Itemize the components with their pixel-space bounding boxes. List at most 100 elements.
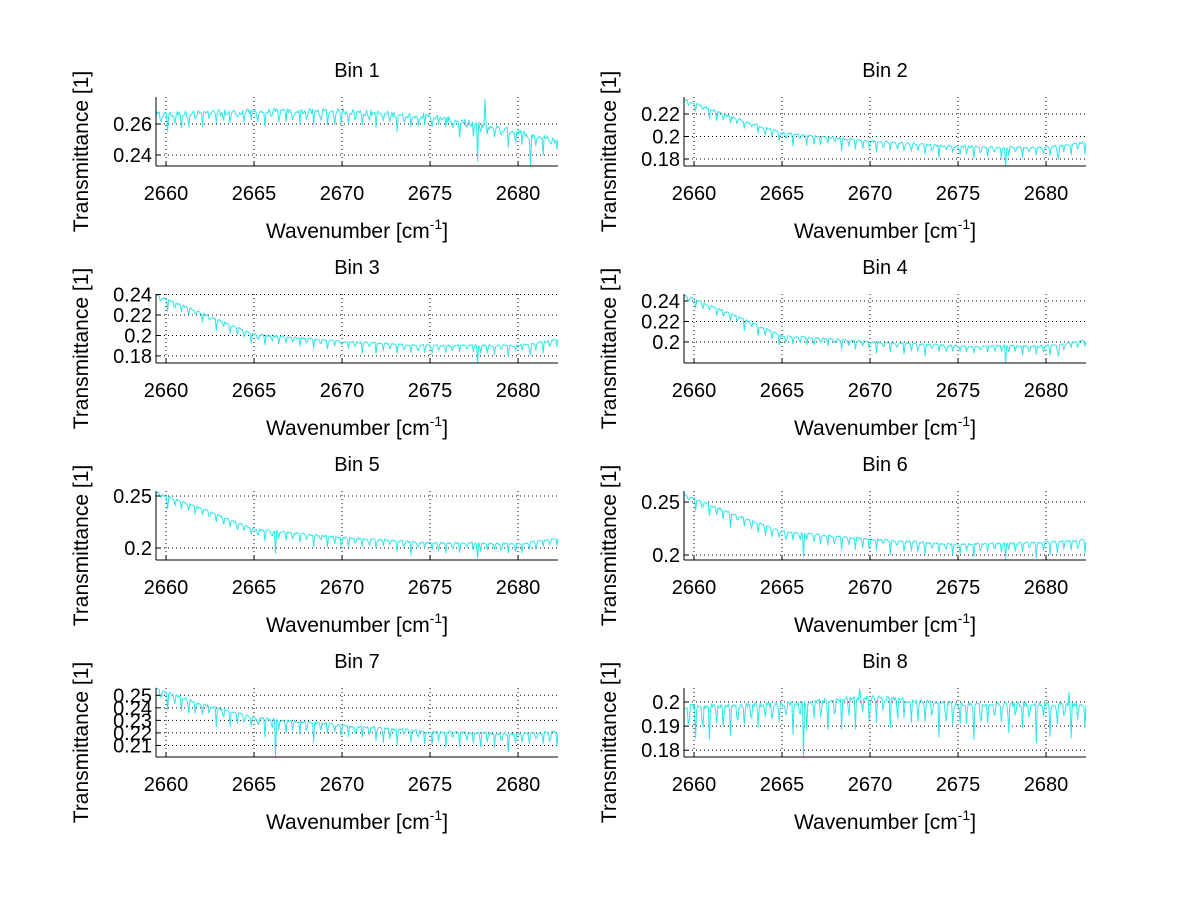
y-tick-label: 0.2 <box>652 127 680 149</box>
y-axis-label: Transmittance [1] <box>598 465 621 626</box>
x-tick-label: 2680 <box>1024 183 1069 205</box>
x-tick-label: 2680 <box>1024 774 1069 796</box>
x-axis-label: Wavenumber [cm-1] <box>266 216 448 243</box>
x-tick-label: 2670 <box>320 183 365 205</box>
y-tick-label: 0.19 <box>641 716 680 738</box>
x-tick-label: 2675 <box>936 577 981 599</box>
subplot-title: Bin 1 <box>334 60 380 82</box>
x-tick-label: 2660 <box>672 577 717 599</box>
x-tick-label: 2670 <box>320 577 365 599</box>
y-tick-label: 0.2 <box>652 332 680 354</box>
x-tick-label: 2670 <box>848 577 893 599</box>
x-axis-label: Wavenumber [cm-1] <box>266 610 448 637</box>
subplot-bin-3: 2660 2665 2670 2675 2680 0.180.20.220.24 Bin 3… <box>70 257 559 440</box>
x-tick-label: 2665 <box>232 380 277 402</box>
x-tick-label: 2675 <box>408 380 453 402</box>
x-tick-label: 2660 <box>144 774 189 796</box>
subplot-bin-6: 2660 2665 2670 2675 2680 0.2 0.25 Bin 6 Wavenumb… <box>598 454 1087 637</box>
subplot-title: Bin 6 <box>862 454 908 476</box>
y-tick-label: 0.24 <box>641 291 680 313</box>
y-tick-label: 0.26 <box>113 114 152 136</box>
subplot-title: Bin 8 <box>862 651 908 673</box>
y-tick-label: 0.2 <box>652 545 680 567</box>
x-tick-label: 2675 <box>936 774 981 796</box>
x-tick-label: 2660 <box>144 380 189 402</box>
subplot-bin-4: 2660 2665 2670 2675 2680 0.20.220.24 Bin 4 Wave… <box>598 257 1087 440</box>
x-tick-label: 2665 <box>760 577 805 599</box>
x-tick-label: 2675 <box>936 380 981 402</box>
x-tick-label: 2670 <box>320 380 365 402</box>
y-axis-label: Transmittance [1] <box>70 662 93 823</box>
y-tick-label: 0.2 <box>652 692 680 714</box>
x-tick-label: 2670 <box>320 774 365 796</box>
subplot-title: Bin 2 <box>862 60 908 82</box>
subplot-bin-5: 2660 2665 2670 2675 2680 0.2 0.25 Bin 5 Wavenumb… <box>70 454 559 637</box>
x-tick-label: 2660 <box>672 380 717 402</box>
y-tick-label: 0.22 <box>113 723 152 745</box>
series-line-bin-8 <box>683 688 1087 757</box>
subplot-bin-8: 2660 2665 2670 2675 2680 0.180.190.2 Bin 8 Wave… <box>598 651 1087 834</box>
x-tick-label: 2680 <box>496 380 541 402</box>
x-tick-label: 2665 <box>760 183 805 205</box>
x-tick-label: 2675 <box>936 183 981 205</box>
series-line-bin-4 <box>683 294 1087 363</box>
subplot-bin-1: 2660 2665 2670 2675 2680 0.24 0.26 Bin 1 Wavenum… <box>70 60 559 243</box>
x-axis-label: Wavenumber [cm-1] <box>266 413 448 440</box>
x-axis-label: Wavenumber [cm-1] <box>794 610 976 637</box>
y-tick-label: 0.21 <box>113 735 152 757</box>
y-tick-label: 0.18 <box>641 740 680 762</box>
x-axis-label: Wavenumber [cm-1] <box>794 413 976 440</box>
series-line-bin-6 <box>683 493 1087 560</box>
y-axis-label: Transmittance [1] <box>70 465 93 626</box>
y-tick-label: 0.24 <box>113 145 152 167</box>
y-tick-label: 0.24 <box>113 285 152 307</box>
series-line-bin-1 <box>155 98 559 167</box>
x-tick-label: 2670 <box>848 183 893 205</box>
subplot-title: Bin 4 <box>862 257 908 279</box>
x-tick-label: 2665 <box>232 774 277 796</box>
x-tick-label: 2680 <box>496 577 541 599</box>
x-tick-label: 2665 <box>232 183 277 205</box>
y-axis-label: Transmittance [1] <box>598 662 621 823</box>
x-tick-label: 2670 <box>848 774 893 796</box>
x-tick-label: 2675 <box>408 183 453 205</box>
x-tick-label: 2660 <box>144 577 189 599</box>
series-line-bin-2 <box>683 99 1087 167</box>
x-tick-label: 2670 <box>848 380 893 402</box>
y-axis-label: Transmittance [1] <box>70 268 93 429</box>
y-tick-label: 0.18 <box>113 346 152 368</box>
y-tick-label: 0.18 <box>641 149 680 171</box>
x-tick-label: 2680 <box>496 774 541 796</box>
x-tick-label: 2680 <box>1024 577 1069 599</box>
y-tick-label: 0.22 <box>641 311 680 333</box>
series-line-bin-7 <box>155 687 559 758</box>
x-axis-label: Wavenumber [cm-1] <box>794 807 976 834</box>
subplot-title: Bin 3 <box>334 257 380 279</box>
y-axis-label: Transmittance [1] <box>598 268 621 429</box>
x-tick-label: 2665 <box>232 577 277 599</box>
y-tick-label: 0.25 <box>113 685 152 707</box>
y-tick-label: 0.2 <box>124 325 152 347</box>
subplot-title: Bin 7 <box>334 651 380 673</box>
y-tick-label: 0.23 <box>113 710 152 732</box>
x-tick-label: 2660 <box>672 183 717 205</box>
y-tick-label: 0.22 <box>113 305 152 327</box>
subplot-bin-7: 2660 2665 2670 2675 2680 0.210.220.230.240.25… <box>70 651 559 834</box>
y-tick-label: 0.24 <box>113 698 152 720</box>
x-axis-label: Wavenumber [cm-1] <box>794 216 976 243</box>
x-tick-label: 2680 <box>496 183 541 205</box>
y-tick-label: 0.22 <box>641 104 680 126</box>
x-axis-label: Wavenumber [cm-1] <box>266 807 448 834</box>
x-tick-label: 2675 <box>408 774 453 796</box>
subplot-title: Bin 5 <box>334 454 380 476</box>
y-tick-label: 0.2 <box>124 538 152 560</box>
x-tick-label: 2660 <box>144 183 189 205</box>
x-tick-label: 2680 <box>1024 380 1069 402</box>
series-line-bin-3 <box>155 294 559 363</box>
subplot-bin-2: 2660 2665 2670 2675 2680 0.180.20.22 Bin 2 Wave… <box>598 60 1087 243</box>
y-tick-label: 0.25 <box>641 492 680 514</box>
x-tick-label: 2660 <box>672 774 717 796</box>
x-tick-label: 2675 <box>408 577 453 599</box>
x-tick-label: 2665 <box>760 380 805 402</box>
